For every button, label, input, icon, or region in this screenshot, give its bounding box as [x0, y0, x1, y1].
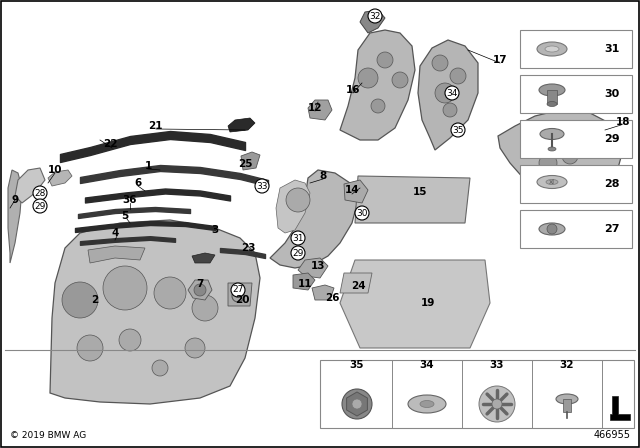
Circle shape: [286, 188, 310, 212]
Polygon shape: [48, 170, 72, 186]
Circle shape: [154, 277, 186, 309]
Text: 23: 23: [241, 243, 255, 253]
Text: 30: 30: [356, 208, 368, 217]
Ellipse shape: [420, 401, 434, 408]
Text: 6: 6: [134, 178, 141, 188]
Text: 8: 8: [319, 171, 326, 181]
Text: 31: 31: [292, 233, 304, 242]
Text: 30: 30: [605, 89, 620, 99]
Text: 26: 26: [324, 293, 339, 303]
Ellipse shape: [556, 394, 578, 404]
Circle shape: [33, 186, 47, 200]
Polygon shape: [50, 220, 260, 404]
Text: 27: 27: [232, 285, 244, 294]
Circle shape: [479, 386, 515, 422]
Circle shape: [432, 55, 448, 71]
Polygon shape: [298, 258, 328, 278]
Circle shape: [392, 72, 408, 88]
Polygon shape: [88, 246, 145, 263]
Circle shape: [358, 68, 378, 88]
Text: 5: 5: [122, 211, 129, 221]
FancyBboxPatch shape: [520, 210, 632, 248]
FancyBboxPatch shape: [520, 120, 632, 158]
Circle shape: [33, 199, 47, 213]
Circle shape: [553, 133, 567, 147]
Text: 1: 1: [145, 161, 152, 171]
Polygon shape: [241, 152, 260, 170]
Text: 25: 25: [237, 159, 252, 169]
Text: © 2019 BMW AG: © 2019 BMW AG: [10, 431, 86, 440]
Text: 29: 29: [292, 249, 304, 258]
Text: 24: 24: [351, 281, 365, 291]
Text: 14: 14: [345, 185, 359, 195]
Text: 34: 34: [446, 89, 458, 98]
Circle shape: [342, 389, 372, 419]
Circle shape: [435, 83, 455, 103]
Text: 12: 12: [308, 103, 323, 113]
Text: 19: 19: [421, 298, 435, 308]
Text: 10: 10: [48, 165, 62, 175]
Polygon shape: [8, 170, 22, 263]
Polygon shape: [340, 260, 490, 348]
Ellipse shape: [546, 180, 558, 185]
Ellipse shape: [547, 102, 557, 107]
Text: 3: 3: [211, 225, 219, 235]
Circle shape: [451, 123, 465, 137]
Circle shape: [291, 231, 305, 245]
Circle shape: [352, 399, 362, 409]
Text: 466955: 466955: [593, 430, 630, 440]
Polygon shape: [293, 273, 315, 290]
Circle shape: [291, 246, 305, 260]
Ellipse shape: [537, 176, 567, 189]
Polygon shape: [15, 168, 45, 203]
Polygon shape: [347, 392, 367, 416]
Polygon shape: [340, 273, 372, 293]
Circle shape: [185, 338, 205, 358]
Text: 32: 32: [560, 360, 574, 370]
Polygon shape: [340, 30, 415, 140]
Polygon shape: [498, 110, 625, 190]
Polygon shape: [188, 280, 212, 300]
Circle shape: [368, 9, 382, 23]
Ellipse shape: [539, 84, 565, 96]
Circle shape: [450, 68, 466, 84]
Polygon shape: [192, 253, 215, 263]
Text: 4: 4: [111, 228, 118, 238]
Text: 20: 20: [235, 295, 249, 305]
Ellipse shape: [408, 395, 446, 413]
Circle shape: [371, 99, 385, 113]
Text: 22: 22: [103, 139, 117, 149]
Text: 27: 27: [605, 224, 620, 234]
Circle shape: [194, 284, 206, 296]
Text: 35: 35: [452, 125, 464, 134]
Text: 29: 29: [35, 202, 45, 211]
Polygon shape: [228, 283, 252, 306]
Polygon shape: [344, 180, 368, 203]
FancyBboxPatch shape: [520, 75, 632, 113]
Text: 36: 36: [123, 195, 137, 205]
FancyBboxPatch shape: [520, 165, 632, 203]
Polygon shape: [308, 100, 332, 120]
Circle shape: [547, 224, 557, 234]
Circle shape: [152, 360, 168, 376]
Ellipse shape: [548, 147, 556, 151]
Ellipse shape: [540, 129, 564, 139]
Circle shape: [119, 329, 141, 351]
Text: 33: 33: [256, 181, 268, 190]
Circle shape: [492, 399, 502, 409]
Text: xl: xl: [549, 179, 555, 185]
Text: 34: 34: [420, 360, 435, 370]
Text: 15: 15: [413, 187, 428, 197]
Circle shape: [562, 148, 578, 164]
Text: 29: 29: [604, 134, 620, 144]
Polygon shape: [360, 10, 385, 33]
Text: 33: 33: [490, 360, 504, 370]
Text: 35: 35: [349, 360, 364, 370]
Circle shape: [77, 335, 103, 361]
Text: 16: 16: [346, 85, 360, 95]
Text: 28: 28: [605, 179, 620, 189]
Text: 17: 17: [493, 55, 508, 65]
FancyBboxPatch shape: [547, 90, 557, 104]
Circle shape: [539, 154, 557, 172]
